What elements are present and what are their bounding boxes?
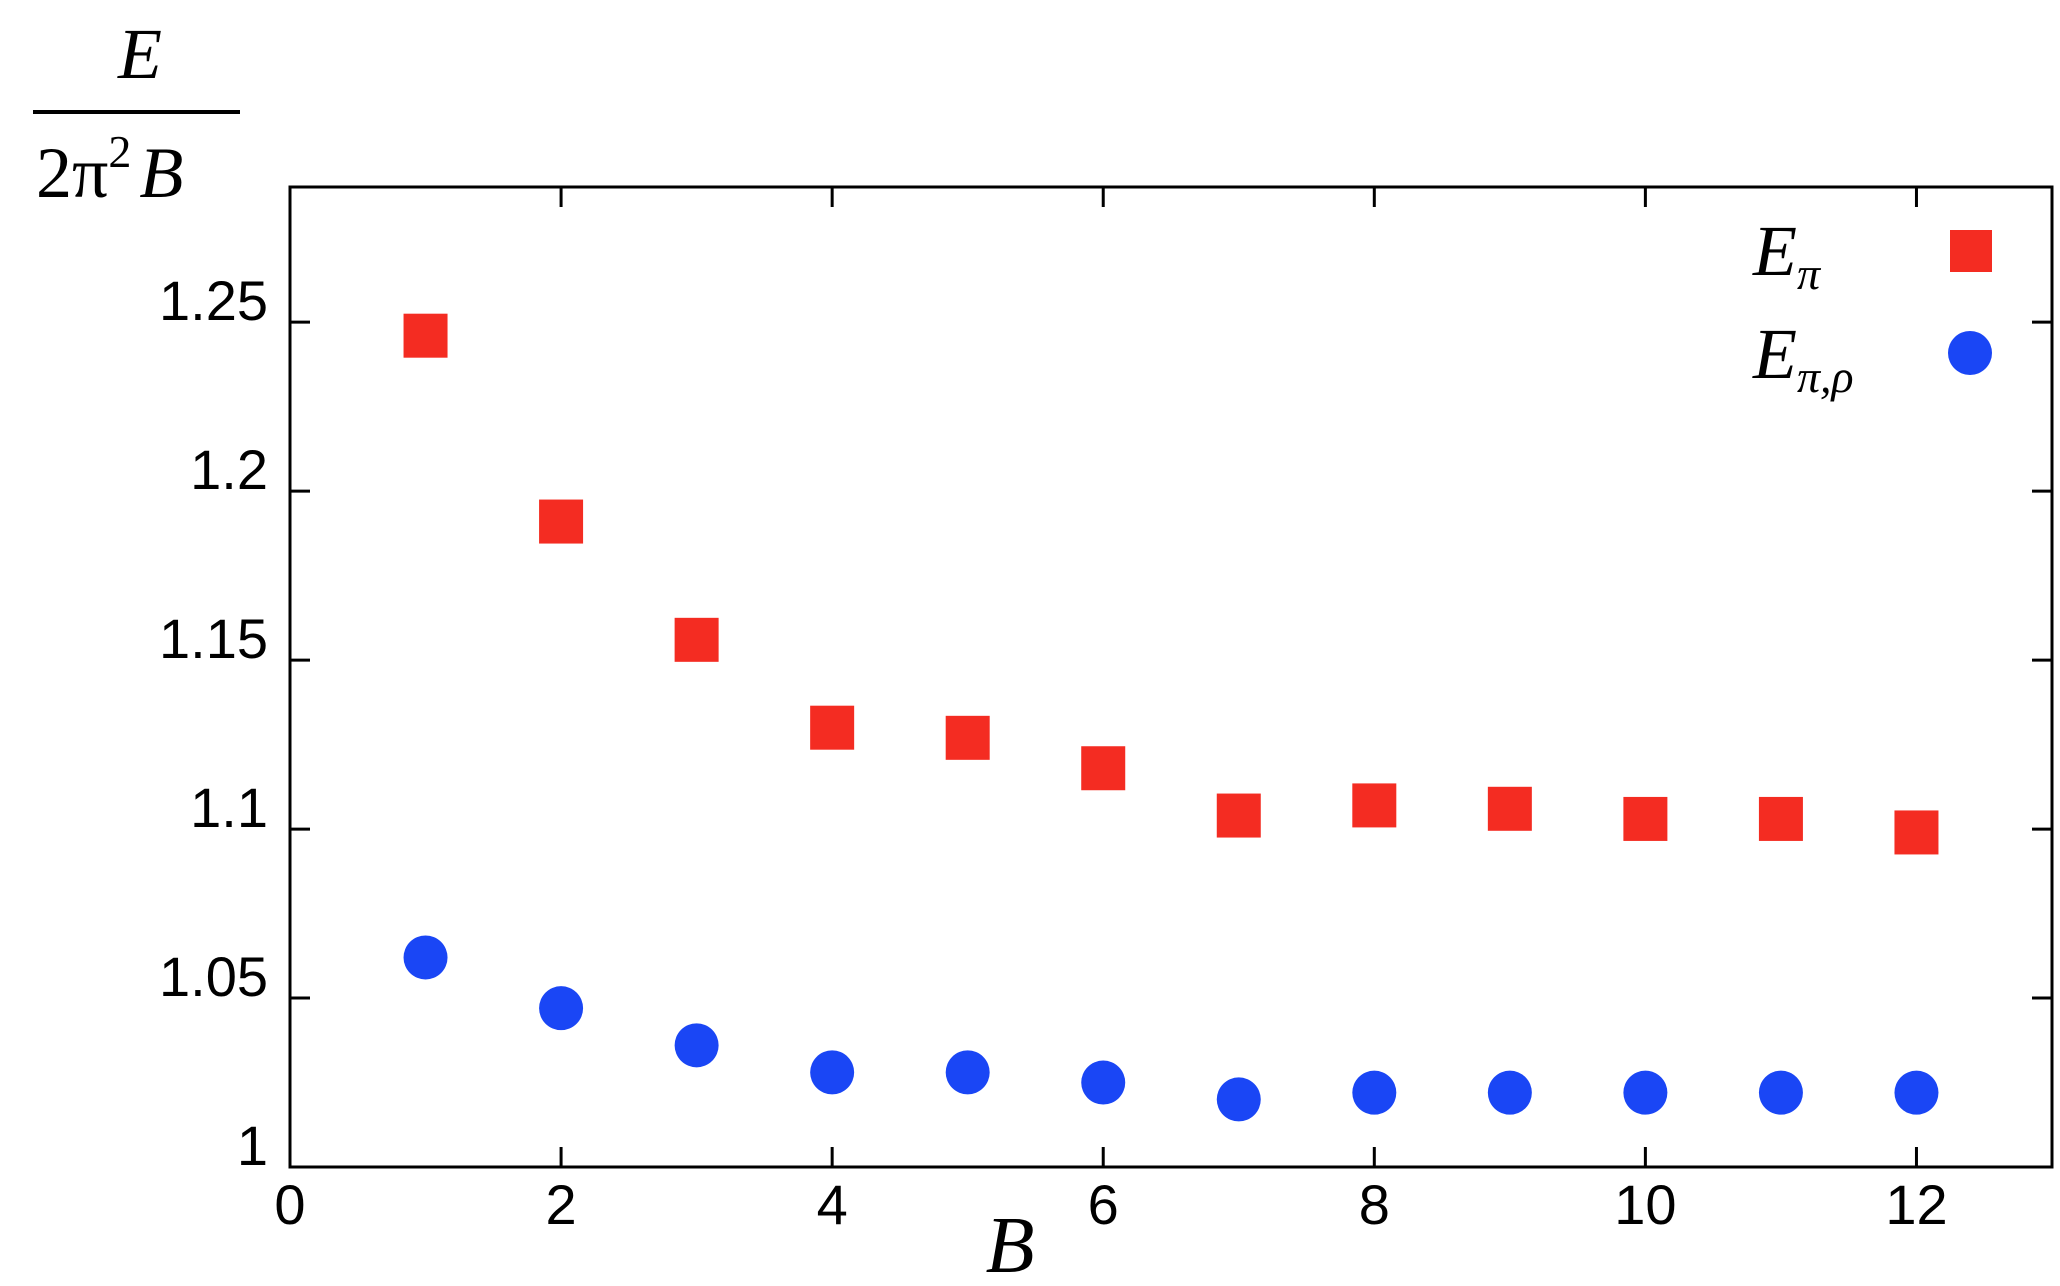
legend-label-e-pi-rho-sub: π,ρ — [1797, 351, 1854, 402]
data-series — [403, 313, 1939, 1122]
y-tick-label: 1.2 — [190, 438, 268, 501]
legend-entry-e-pi: Eπ — [1752, 211, 1992, 299]
data-point-square — [1216, 793, 1261, 838]
data-point-circle — [1216, 1077, 1261, 1122]
plot-frame — [288, 185, 2054, 1169]
x-tick-label: 10 — [1614, 1173, 1676, 1236]
y-tick-label: 1.05 — [159, 945, 268, 1008]
y-tick-label: 1.1 — [190, 776, 268, 839]
y-axis-label-denominator: 2π2 B — [36, 126, 183, 213]
x-tick-label: 2 — [545, 1173, 576, 1236]
data-point-square — [1352, 783, 1397, 828]
data-point-circle — [1081, 1060, 1126, 1105]
legend-marker-circle — [1948, 331, 1992, 375]
data-point-square — [539, 499, 584, 544]
data-point-circle — [1352, 1070, 1397, 1115]
legend-marker-square — [1950, 230, 1992, 272]
y-axis-label-denominator-power: 2 — [108, 126, 131, 177]
data-point-circle — [945, 1050, 990, 1095]
y-tick-label: 1.25 — [159, 269, 268, 332]
data-point-circle — [674, 1023, 719, 1068]
data-point-square — [1894, 810, 1939, 855]
legend-label-e-pi: Eπ — [1752, 211, 1822, 299]
data-point-square — [945, 715, 990, 760]
y-axis-label-numerator: E — [117, 14, 162, 94]
data-point-circle — [810, 1050, 855, 1095]
y-tick-label: 1 — [237, 1114, 268, 1177]
legend: Eπ Eπ,ρ — [1752, 211, 1992, 402]
x-tick-label: 0 — [274, 1173, 305, 1236]
data-point-square — [810, 705, 855, 750]
data-point-circle — [1623, 1070, 1668, 1115]
data-point-circle — [1894, 1070, 1939, 1115]
x-tick-label: 8 — [1359, 1173, 1390, 1236]
x-tick-label: 6 — [1088, 1173, 1119, 1236]
y-axis-label-denominator-tail: B — [139, 133, 183, 213]
series-1 — [403, 935, 1939, 1122]
legend-label-e-pi-rho: Eπ,ρ — [1752, 314, 1854, 402]
legend-label-e-pi-base: E — [1752, 211, 1797, 291]
data-point-square — [1623, 796, 1668, 841]
legend-label-e-pi-rho-base: E — [1752, 314, 1797, 394]
x-tick-label: 4 — [817, 1173, 848, 1236]
data-point-circle — [403, 935, 448, 980]
data-point-square — [1758, 796, 1803, 841]
data-point-circle — [1758, 1070, 1803, 1115]
x-axis-label: B — [986, 1202, 1035, 1286]
series-0 — [403, 313, 1939, 855]
x-axis: 0 2 4 6 8 10 12 — [274, 187, 1948, 1236]
data-point-circle — [539, 986, 584, 1031]
y-tick-label: 1.15 — [159, 607, 268, 670]
data-point-circle — [1487, 1070, 1532, 1115]
data-point-square — [1081, 746, 1126, 791]
legend-label-e-pi-sub: π — [1797, 248, 1822, 299]
y-axis: 1 1.05 1.1 1.15 1.2 1.25 — [159, 269, 2052, 1177]
y-axis-label: E 2π2 B — [33, 14, 240, 213]
data-point-square — [674, 617, 719, 662]
x-tick-label: 12 — [1885, 1173, 1947, 1236]
data-point-square — [403, 313, 448, 358]
data-point-square — [1487, 786, 1532, 831]
y-axis-label-denominator-lead: 2π — [36, 133, 108, 213]
legend-entry-e-pi-rho: Eπ,ρ — [1752, 314, 1992, 402]
